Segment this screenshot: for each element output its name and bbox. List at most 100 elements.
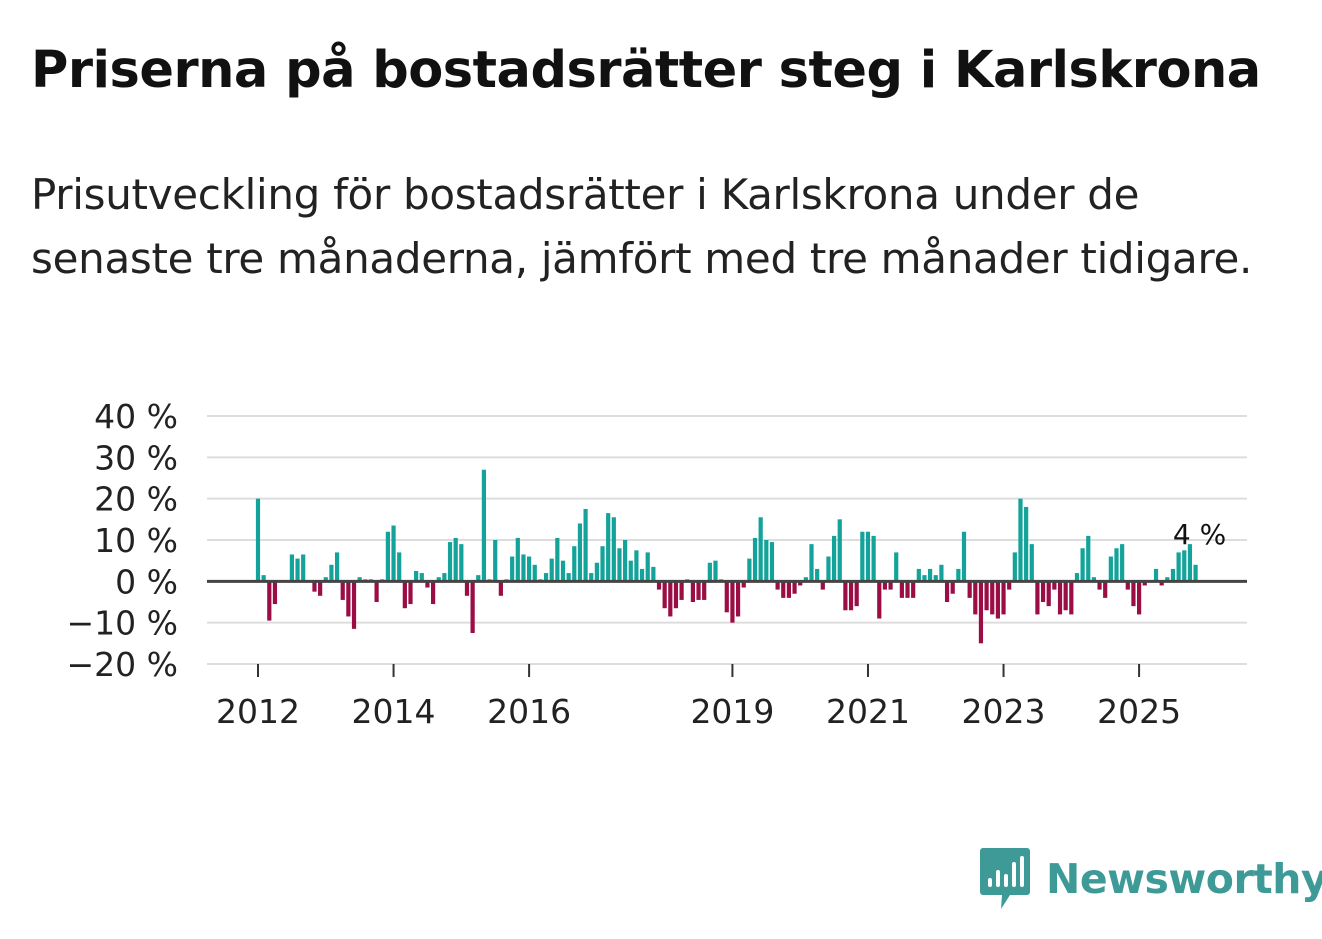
bar <box>1114 548 1119 582</box>
y-tick-label: −10 % <box>67 604 179 643</box>
bar <box>781 581 786 598</box>
bar <box>786 581 792 598</box>
bar <box>606 513 611 582</box>
bar <box>747 558 752 582</box>
bar <box>323 577 328 582</box>
bar <box>1086 535 1091 582</box>
bar <box>414 571 419 582</box>
bar <box>713 560 718 582</box>
bar <box>312 581 317 592</box>
bar <box>346 581 351 617</box>
bar <box>1120 544 1125 582</box>
bar <box>645 552 650 582</box>
bar <box>730 581 735 623</box>
bar <box>1159 581 1164 586</box>
bar <box>419 573 424 582</box>
bar <box>374 581 379 602</box>
bar <box>623 540 628 582</box>
bar <box>351 581 357 629</box>
bar <box>922 575 927 582</box>
bar <box>617 548 622 582</box>
bar <box>984 581 989 611</box>
bar <box>1165 577 1170 582</box>
bar <box>1142 581 1147 586</box>
bar <box>1069 581 1074 615</box>
bar <box>566 573 571 582</box>
bar <box>430 581 436 605</box>
annotation-label: 4 % <box>1173 518 1226 551</box>
bar <box>532 564 537 582</box>
bar <box>572 546 577 582</box>
bar <box>464 581 470 596</box>
bar <box>769 542 775 582</box>
bar <box>668 581 673 617</box>
bar <box>1052 581 1057 590</box>
y-tick-label: −20 % <box>67 645 179 684</box>
bar <box>1040 581 1046 602</box>
bar <box>498 581 503 596</box>
bar <box>634 550 639 582</box>
bar <box>832 535 837 582</box>
x-tick-label: 2019 <box>690 692 774 730</box>
bar <box>295 558 300 582</box>
bar <box>272 581 278 605</box>
bar <box>916 568 921 582</box>
bar <box>956 568 961 582</box>
bar <box>1103 581 1108 598</box>
bar <box>476 575 481 582</box>
bar <box>402 581 407 609</box>
bar <box>600 546 605 582</box>
bar <box>577 523 583 582</box>
bar <box>1097 581 1102 590</box>
y-axis-labels: 40 %30 %20 %10 %0 %−10 %−20 % <box>67 397 179 684</box>
bar <box>899 581 904 598</box>
y-tick-label: 10 % <box>94 521 178 560</box>
bar <box>267 581 272 621</box>
bar <box>1007 581 1012 590</box>
bar <box>741 581 746 588</box>
chart-subtitle: Prisutveckling för bostadsrätter i Karls… <box>31 170 1253 283</box>
bar <box>837 519 842 582</box>
bar <box>397 552 402 582</box>
bar-chart: 40 %30 %20 %10 %0 %−10 %−20 % 2012 2014 20… <box>67 397 1247 730</box>
bar <box>792 581 797 594</box>
bar <box>527 556 532 582</box>
bar <box>673 581 679 609</box>
bar-series <box>255 469 1198 644</box>
annotations: 4 % <box>1173 518 1226 551</box>
bar <box>470 581 475 633</box>
bar <box>978 581 984 644</box>
bar <box>1001 581 1006 615</box>
bar <box>724 581 729 613</box>
bar <box>764 540 769 582</box>
y-tick-label: 20 % <box>94 480 178 519</box>
y-tick-label: 0 % <box>115 562 178 601</box>
bar <box>543 573 549 582</box>
bar <box>702 581 707 600</box>
bar <box>1029 544 1034 582</box>
bar <box>594 562 599 582</box>
bar <box>628 560 633 582</box>
bar <box>453 537 458 582</box>
bar <box>436 577 441 582</box>
bar <box>911 581 916 598</box>
bar <box>860 531 865 582</box>
bar <box>408 581 413 605</box>
bar <box>939 564 944 582</box>
logo-text: Newsworthy <box>1046 855 1322 903</box>
bar <box>583 509 588 582</box>
bar <box>289 554 294 582</box>
chart-title: Priserna på bostadsrätter steg i Karlskr… <box>31 41 1261 100</box>
bar <box>481 469 487 582</box>
bar <box>555 537 560 582</box>
bar <box>329 564 334 582</box>
bar <box>696 581 701 600</box>
bar <box>1046 581 1051 607</box>
x-tick-label: 2016 <box>487 692 571 730</box>
bar <box>340 581 345 600</box>
bar <box>521 554 526 582</box>
bar <box>1108 556 1113 582</box>
x-tick-label: 2023 <box>962 692 1046 730</box>
bar <box>848 581 854 611</box>
bar <box>515 537 520 582</box>
